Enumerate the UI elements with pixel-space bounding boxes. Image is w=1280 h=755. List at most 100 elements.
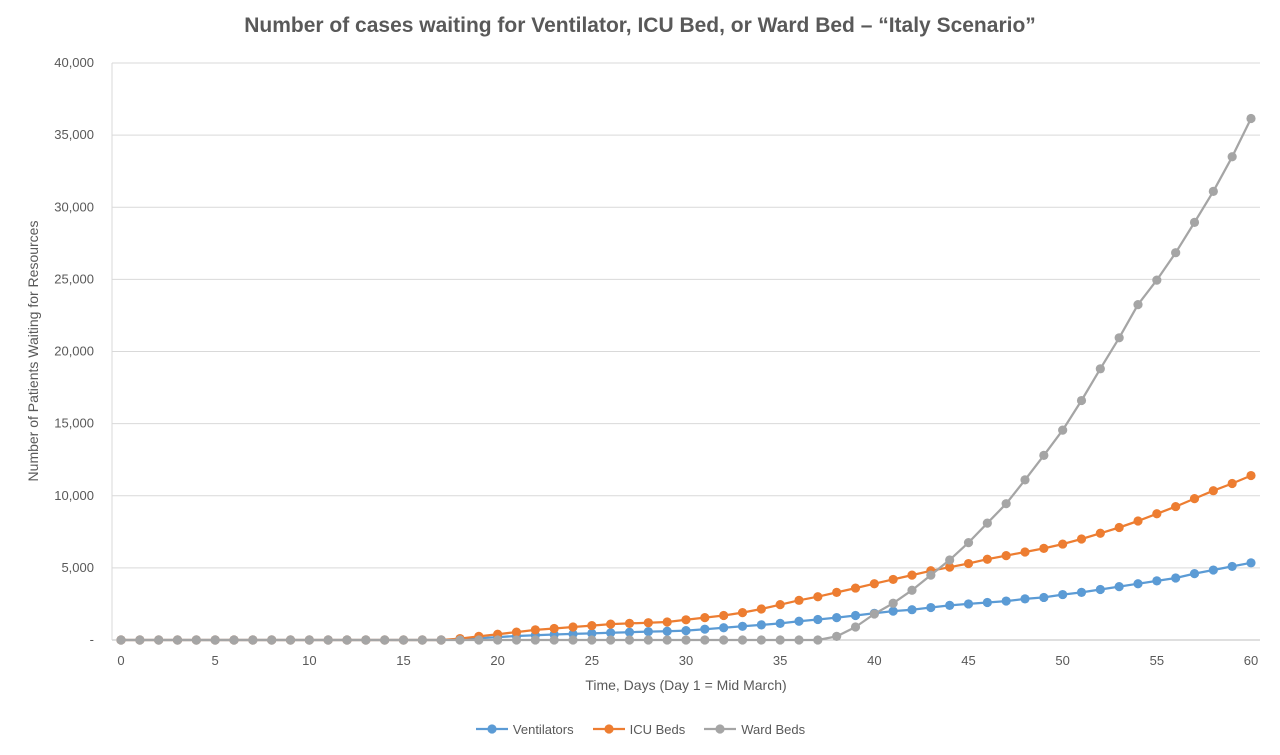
data-point-ward-beds <box>624 635 635 645</box>
data-point-ward-beds <box>398 635 409 645</box>
data-point-icu-beds <box>756 604 766 614</box>
x-tick-label: 40 <box>867 653 881 668</box>
data-point-ventilators <box>1114 582 1124 592</box>
data-point-ventilators <box>756 620 766 630</box>
data-point-icu-beds <box>775 600 785 610</box>
data-point-icu-beds <box>568 622 578 632</box>
data-point-ward-beds <box>963 538 974 548</box>
gridlines <box>111 62 1260 641</box>
data-point-icu-beds <box>907 570 917 580</box>
data-point-ventilators <box>832 613 842 623</box>
data-point-ward-beds <box>869 609 879 619</box>
data-point-ward-beds <box>606 635 616 645</box>
data-point-icu-beds <box>794 595 804 605</box>
data-point-ward-beds <box>737 635 748 645</box>
data-point-ward-beds <box>850 622 861 632</box>
data-point-icu-beds <box>681 615 691 625</box>
data-point-ward-beds <box>493 635 503 645</box>
data-point-ward-beds <box>1114 333 1124 343</box>
x-tick-label: 60 <box>1244 653 1258 668</box>
data-point-icu-beds <box>1076 534 1087 544</box>
x-tick-label: 5 <box>212 653 219 668</box>
data-point-ventilators <box>813 614 823 625</box>
chart-title: Number of cases waiting for Ventilator, … <box>244 14 1036 37</box>
x-tick-label: 30 <box>679 653 693 668</box>
data-point-ward-beds <box>342 635 352 645</box>
data-point-ward-beds <box>1246 113 1256 124</box>
data-point-ward-beds <box>700 635 710 645</box>
data-point-ward-beds <box>1001 499 1011 509</box>
data-point-ventilators <box>662 626 672 636</box>
data-point-ward-beds <box>229 635 239 645</box>
data-point-ward-beds <box>907 585 917 595</box>
x-tick-label: 10 <box>302 653 316 668</box>
data-point-ventilators <box>1227 561 1237 572</box>
y-tick-label: 30,000 <box>54 199 94 214</box>
x-tick-label: 50 <box>1055 653 1069 668</box>
data-point-ward-beds <box>982 518 992 528</box>
data-point-ward-beds <box>248 635 258 645</box>
data-point-icu-beds <box>643 618 653 628</box>
data-point-ward-beds <box>116 635 126 645</box>
data-point-ventilators <box>945 600 955 610</box>
data-point-icu-beds <box>850 583 861 593</box>
x-tick-label: 25 <box>585 653 599 668</box>
data-point-icu-beds <box>1189 494 1200 504</box>
data-point-ward-beds <box>380 635 390 645</box>
legend-marker-ward-beds <box>704 724 737 734</box>
legend-label: ICU Beds <box>629 721 686 737</box>
data-point-icu-beds <box>888 574 898 585</box>
y-axis-title: Number of Patients Waiting for Resources <box>25 221 41 482</box>
data-point-ward-beds <box>926 570 936 580</box>
x-axis-title: Time, Days (Day 1 = Mid March) <box>585 677 786 693</box>
data-point-ventilators <box>737 621 748 631</box>
series-group <box>116 113 1256 645</box>
data-point-ventilators <box>1076 587 1087 597</box>
y-tick-label: 25,000 <box>54 271 94 286</box>
data-point-icu-beds <box>945 562 955 572</box>
data-point-icu-beds <box>606 619 616 629</box>
data-point-ventilators <box>1058 589 1068 600</box>
x-tick-label: 45 <box>961 653 975 668</box>
series-icu-beds <box>116 470 1256 645</box>
data-point-icu-beds <box>737 607 748 618</box>
data-point-ward-beds <box>587 635 597 645</box>
data-point-ventilators <box>719 623 729 633</box>
data-point-ward-beds <box>436 635 446 645</box>
data-point-ventilators <box>1171 573 1181 583</box>
data-point-icu-beds <box>662 617 672 627</box>
series-ward-beds <box>116 113 1256 645</box>
data-point-ward-beds <box>813 635 823 645</box>
data-point-ventilators <box>1208 565 1218 575</box>
data-point-ward-beds <box>304 635 314 645</box>
data-point-ward-beds <box>1039 450 1049 460</box>
data-point-ward-beds <box>1227 152 1237 162</box>
data-point-ward-beds <box>172 635 183 645</box>
data-point-ventilators <box>926 602 936 613</box>
data-point-icu-beds <box>1171 501 1181 512</box>
data-point-icu-beds <box>1020 547 1030 557</box>
data-point-ward-beds <box>511 635 522 645</box>
data-point-icu-beds <box>1039 543 1049 554</box>
data-point-icu-beds <box>1208 486 1218 496</box>
data-point-ward-beds <box>474 635 484 645</box>
y-tick-label: 20,000 <box>54 344 94 359</box>
legend: Ventilators ICU Beds Ward Beds <box>0 721 1280 737</box>
data-point-icu-beds <box>813 592 823 602</box>
data-point-ward-beds <box>210 635 220 645</box>
data-point-ward-beds <box>191 635 201 645</box>
x-tick-label: 55 <box>1150 653 1164 668</box>
data-point-icu-beds <box>530 625 540 635</box>
legend-marker-icu-beds <box>592 724 625 734</box>
data-point-ward-beds <box>1020 475 1030 485</box>
data-point-icu-beds <box>963 558 974 569</box>
data-point-ward-beds <box>945 555 955 565</box>
data-point-ward-beds <box>417 635 427 645</box>
data-point-ward-beds <box>1189 217 1200 227</box>
data-point-icu-beds <box>1095 528 1105 538</box>
data-point-ward-beds <box>1171 248 1181 258</box>
data-point-ward-beds <box>285 635 296 645</box>
data-point-ward-beds <box>1133 300 1143 310</box>
data-point-ward-beds <box>154 635 164 645</box>
data-point-ventilators <box>1039 592 1049 603</box>
